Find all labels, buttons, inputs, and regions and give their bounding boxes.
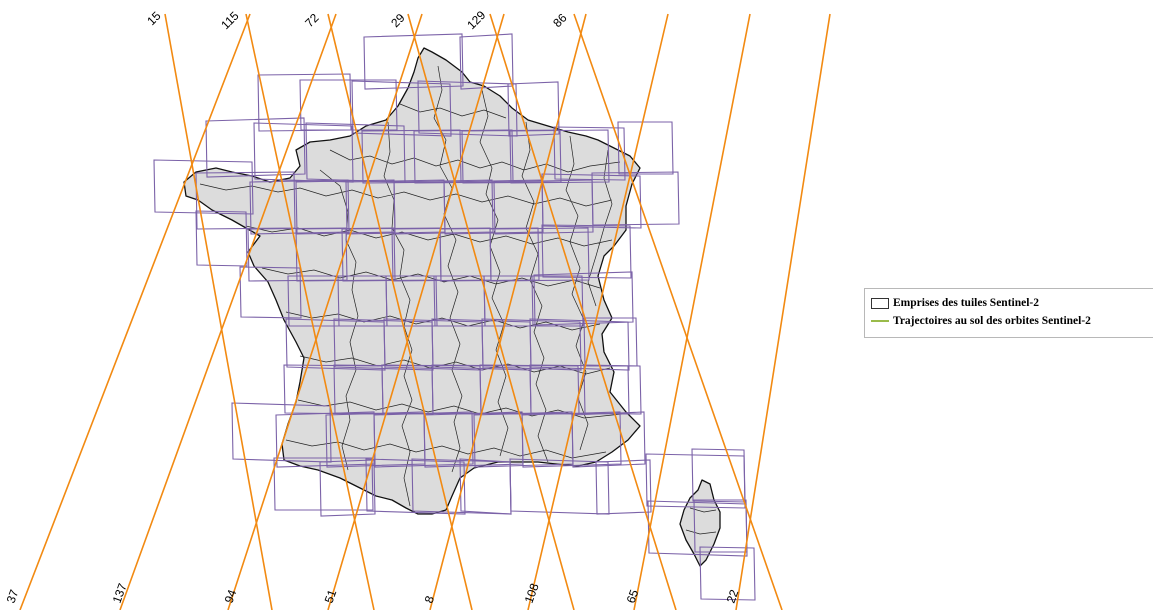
orbit-track-8 (429, 13, 587, 610)
orbit-label-top-29: 29 (388, 11, 408, 31)
tile-footprint-17 (153, 159, 254, 215)
tile-footprint-15 (553, 126, 626, 181)
orbit-track-15 (164, 13, 273, 610)
orbit-track-115 (245, 13, 375, 610)
orbit-track-86 (573, 13, 783, 610)
tile-footprint-swatch (871, 297, 889, 309)
tile-footprint-44 (383, 318, 484, 371)
tile-footprint-75 (699, 546, 756, 601)
tile-footprint-63 (571, 411, 646, 468)
orbit-label-bottom-94: 94 (222, 587, 240, 605)
orbit-track-51 (327, 13, 505, 610)
orbit-label-top-15: 15 (144, 9, 164, 29)
orbit-label-top-129: 129 (464, 8, 488, 32)
department-borders (199, 65, 717, 535)
tile-footprint-66 (365, 458, 466, 515)
tile-footprint-70 (595, 459, 652, 515)
legend-item-orbits: Trajectoires au sol des orbites Sentinel… (871, 314, 1091, 328)
tile-footprint-24 (493, 179, 594, 235)
legend-orbits-label: Trajectoires au sol des orbites Sentinel… (893, 315, 1091, 327)
sentinel2-orbit-tracks (19, 13, 831, 610)
tile-footprint-1 (363, 33, 464, 90)
orbit-label-bottom-37: 37 (4, 587, 22, 605)
tile-footprint-40 (483, 275, 584, 327)
sentinel2-tile-footprints (153, 33, 756, 601)
tile-footprint-33 (489, 227, 590, 282)
tile-footprint-64 (273, 457, 374, 511)
orbit-track-swatch (871, 320, 889, 322)
orbit-label-top-115: 115 (218, 8, 242, 32)
tile-footprint-35 (239, 266, 302, 319)
tile-footprint-8 (205, 117, 306, 178)
france-land (183, 47, 721, 567)
orbit-track-37 (19, 13, 251, 610)
orbit-label-bottom-137: 137 (110, 581, 130, 605)
tile-footprint-71 (645, 453, 746, 509)
orbit-label-bottom-8: 8 (422, 594, 438, 605)
orbit-label-bottom-65: 65 (624, 587, 642, 605)
orbit-track-108 (527, 13, 669, 610)
tile-footprint-74 (693, 499, 748, 553)
orbit-label-top-72: 72 (302, 11, 322, 31)
tile-footprint-7 (257, 73, 352, 132)
orbit-track-129 (489, 13, 677, 610)
tile-footprint-19 (249, 179, 350, 235)
legend-item-tiles: Emprises des tuiles Sentinel-2 (871, 296, 1039, 310)
orbit-label-bottom-108: 108 (522, 581, 542, 605)
tile-footprint-65 (319, 459, 376, 517)
orbit-label-top-86: 86 (550, 11, 570, 31)
tile-footprint-6 (507, 81, 560, 137)
tile-footprint-45 (431, 318, 532, 371)
orbit-track-72 (327, 13, 473, 610)
tile-footprint-26 (591, 171, 680, 226)
orbit-track-65 (633, 13, 751, 610)
tile-footprint-14 (509, 129, 610, 184)
tile-footprint-41 (533, 271, 634, 326)
tile-footprint-55 (583, 364, 642, 415)
tile-footprint-22 (393, 179, 494, 235)
orbit-label-bottom-22: 22 (724, 587, 742, 605)
tile-footprint-34 (541, 224, 632, 279)
tile-footprint-43 (333, 318, 434, 371)
tile-footprint-46 (481, 318, 582, 371)
orbit-track-94 (227, 13, 423, 610)
tile-footprint-42 (285, 318, 386, 371)
tile-footprint-25 (541, 173, 642, 229)
map-legend: Emprises des tuiles Sentinel-2 Trajectoi… (864, 288, 1153, 338)
tile-footprint-62 (521, 411, 622, 468)
tile-footprint-16 (617, 121, 674, 175)
tile-footprint-27 (195, 210, 248, 267)
orbit-track-22 (735, 13, 831, 610)
orbit-label-bottom-51: 51 (322, 587, 340, 605)
orbit-track-29 (407, 13, 575, 610)
legend-tiles-label: Emprises des tuiles Sentinel-2 (893, 297, 1039, 309)
orbit-track-137 (119, 13, 337, 610)
